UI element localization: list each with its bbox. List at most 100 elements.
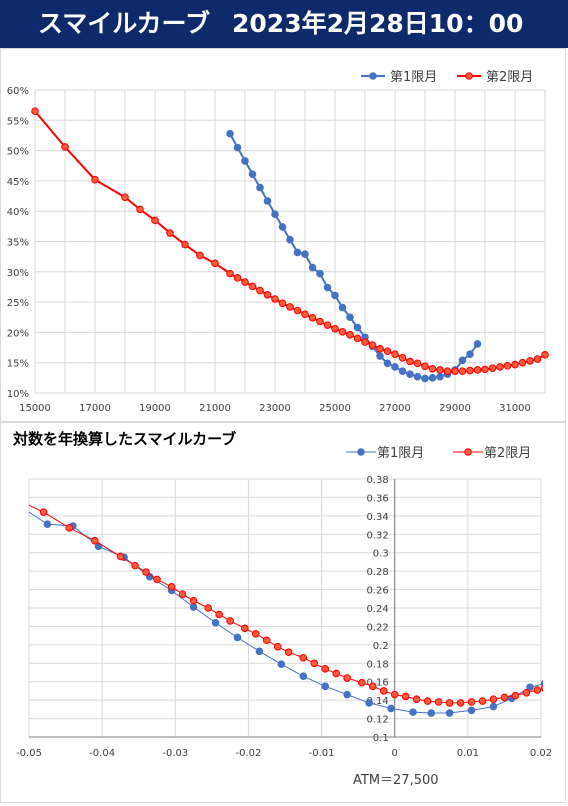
chart2-y-tick-label: 0.2 (373, 641, 389, 652)
chart2-data-point-2 (153, 575, 161, 584)
chart1-data-point-2 (391, 350, 399, 359)
chart1-data-point-2 (473, 366, 482, 374)
chart1-data-point-2 (256, 286, 264, 295)
chart2-data-point-2 (358, 678, 366, 687)
chart1-data-point-2 (91, 175, 99, 184)
chart2-x-tick-label: -0.02 (235, 748, 261, 759)
chart1-data-point-2 (263, 291, 272, 299)
chart1-data-point-2 (436, 366, 444, 374)
header-date: 2023年2月28日10：00 (232, 9, 524, 38)
chart1-data-point-1 (458, 356, 467, 365)
chart2-data-point-2 (91, 536, 99, 545)
chart2-data-point-1 (427, 709, 436, 717)
chart2-data-point-1 (189, 603, 198, 611)
chart1-y-tick-label: 15% (7, 359, 29, 370)
chart2-data-point-2 (412, 695, 421, 704)
chart-panel-1: 10% 15% 20% 25% 30% 35% 40% 45% 50% 55% 60% 15000 17… (0, 48, 566, 422)
chart2-data-point-2 (240, 624, 249, 633)
chart1-data-point-2 (346, 331, 354, 339)
chart1-data-point-2 (211, 259, 219, 268)
chart1-data-point-2 (481, 365, 489, 374)
chart2-y-tick-label: 0.24 (366, 604, 388, 615)
chart1-data-point-2 (61, 143, 69, 151)
chart2-data-point-2 (467, 698, 476, 706)
chart1-y-tick-label: 55% (7, 116, 29, 127)
chart1-legend-marker-2 (465, 72, 473, 80)
chart2-data-point-2 (390, 690, 399, 699)
chart2-x-tick-label: 0.02 (530, 748, 552, 759)
chart2-data-point-1 (15, 502, 22, 509)
chart1-data-point-2 (121, 193, 129, 202)
chart1-data-point-2 (286, 303, 294, 311)
chart2-data-point-2 (299, 653, 308, 662)
chart2-data-point-2 (332, 669, 341, 678)
chart2-y-tick-label: 0.16 (366, 678, 388, 689)
chart2-y-tick-label: 0.28 (366, 567, 388, 578)
chart1-data-point-2 (353, 334, 362, 343)
chart1-data-point-2 (301, 310, 309, 319)
chart2-data-point-1 (255, 647, 264, 656)
chart1-data-point-2 (271, 295, 279, 303)
chart1-data-point-2 (278, 299, 287, 308)
chart2-data-point-2 (39, 508, 48, 516)
chart2-data-point-2 (204, 604, 212, 612)
chart1-data-point-2 (511, 360, 519, 369)
chart2-data-point-1 (321, 682, 330, 691)
chart1-series-line-1 (229, 133, 479, 380)
log-smile-curve-chart: 対数を年換算したスマイルカーブ 0.1 0.12 0.14 0.16 0.18 0.2 0.2… (12, 430, 552, 788)
chart1-data-point-2 (181, 240, 189, 249)
chart2-data-point-2 (15, 497, 22, 504)
chart1-data-point-2 (406, 357, 414, 366)
chart1-data-point-1 (353, 323, 362, 332)
chart2-data-point-1 (365, 699, 373, 707)
chart1-data-point-1 (271, 210, 279, 219)
chart2-data-point-1 (277, 660, 286, 669)
chart2-data-point-2 (540, 684, 543, 692)
chart2-data-point-2 (379, 687, 388, 695)
chart1-data-point-2 (308, 314, 317, 322)
chart2-x-tick-label: -0.03 (162, 748, 188, 759)
chart2-data-point-2 (343, 674, 351, 682)
chart2-data-point-2 (215, 610, 223, 619)
chart1-y-tick-label: 45% (7, 177, 29, 188)
chart1-data-point-1 (256, 183, 264, 192)
chart2-x-tick-label: -0.05 (16, 748, 42, 759)
chart2-data-point-2 (401, 692, 410, 701)
chart1-data-point-1 (436, 372, 444, 381)
chart2-data-point-1 (445, 709, 454, 717)
chart1-data-point-1 (338, 303, 347, 312)
chart1-y-tick-label: 25% (7, 298, 29, 309)
chart1-y-tick-label: 20% (7, 328, 29, 339)
chart2-x-tick-label: 0.01 (457, 748, 479, 759)
chart1-data-point-1 (406, 370, 414, 379)
chart1-x-tick-label: 23000 (259, 403, 291, 414)
chart1-data-point-2 (526, 357, 534, 365)
chart2-data-point-2 (189, 596, 198, 605)
chart1-data-point-2 (323, 321, 332, 329)
chart2-data-point-2 (65, 524, 74, 532)
chart2-legend-marker-2 (464, 448, 472, 456)
chart2-data-point-1 (211, 618, 220, 627)
chart1-data-point-1 (376, 352, 384, 360)
chart2-data-point-1 (467, 706, 476, 715)
chart1-y-tick-label: 35% (7, 238, 29, 249)
chart1-data-point-2 (31, 107, 39, 116)
chart2-legend-marker-1 (357, 448, 365, 456)
chart1-data-point-2 (466, 366, 474, 375)
chart1-data-point-1 (301, 250, 309, 259)
chart1-data-point-2 (421, 362, 429, 371)
chart2-data-point-2 (116, 552, 125, 561)
chart2-y-tick-label: 0.32 (366, 530, 388, 541)
chart1-data-point-2 (443, 367, 452, 375)
chart2-data-point-2 (456, 699, 465, 707)
chart2-x-tick-label: 0 (392, 748, 398, 759)
chart1-data-point-2 (338, 327, 347, 336)
chart1-data-point-1 (286, 235, 294, 244)
chart1-data-point-1 (466, 350, 474, 359)
chart2-data-point-2 (522, 688, 531, 697)
atm-annotation: ATM＝27,500 (353, 773, 439, 788)
smile-curve-chart: 10% 15% 20% 25% 30% 35% 40% 45% 50% 55% 60% 15000 17… (7, 70, 549, 414)
chart2-data-point-2 (511, 691, 520, 700)
chart1-data-point-1 (391, 363, 399, 371)
chart2-y-tick-label: 0.18 (366, 659, 388, 670)
